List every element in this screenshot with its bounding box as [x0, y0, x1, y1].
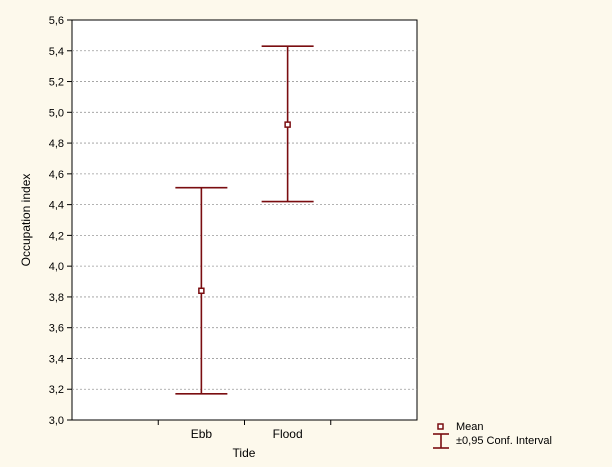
y-tick-label: 4,4	[49, 200, 64, 212]
y-tick-label: 4,0	[49, 261, 64, 273]
legend: Mean ±0,95 Conf. Interval	[433, 421, 552, 449]
y-tick-label: 3,2	[49, 384, 64, 396]
mean-point	[284, 121, 291, 128]
y-axis-label: Occupation index	[19, 174, 33, 267]
y-tick-label: 3,0	[49, 415, 64, 427]
series-marks	[175, 45, 314, 395]
legend-mean-marker	[437, 423, 444, 430]
x-axis-ticks: Ebb Flood	[157, 420, 332, 441]
y-tick-label: 4,8	[49, 138, 64, 150]
x-axis-label: Tide	[233, 446, 256, 460]
y-tick-label: 3,6	[49, 323, 64, 335]
legend-mean-label: Mean	[456, 421, 484, 433]
y-tick-label: 5,6	[49, 15, 64, 27]
y-tick-label: 5,4	[49, 46, 64, 58]
x-tick-label: Flood	[273, 427, 303, 441]
grid-lines	[72, 50, 417, 390]
y-tick-label: 5,2	[49, 77, 64, 89]
legend-ci-label: ±0,95 Conf. Interval	[456, 435, 552, 447]
y-tick-label: 4,6	[49, 169, 64, 181]
x-tick-label: Ebb	[191, 427, 213, 441]
plot-area	[71, 19, 418, 421]
y-tick-label: 3,8	[49, 292, 64, 304]
y-tick-label: 3,4	[49, 353, 64, 365]
y-axis-ticks: 3,0 3,2 3,4 3,6 3,8 4,0 4,2 4,4 4,6 4,8 5,0 5,2 5,4 5…	[49, 15, 72, 427]
legend-ci-marker	[433, 433, 449, 449]
y-tick-label: 4,2	[49, 230, 64, 242]
y-tick-label: 5,0	[49, 107, 64, 119]
mean-point	[198, 287, 205, 295]
